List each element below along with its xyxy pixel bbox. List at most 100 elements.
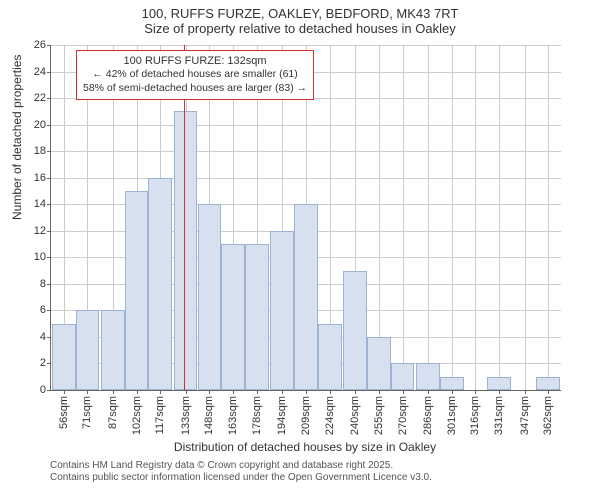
histogram-bar	[294, 204, 318, 390]
xtick-label: 87sqm	[107, 396, 119, 429]
gridline-v	[525, 45, 526, 390]
histogram-bar	[343, 271, 367, 390]
xtick-mark	[452, 390, 453, 394]
ytick-mark	[47, 310, 51, 311]
xtick-label: 102sqm	[131, 396, 143, 435]
xtick-label: 194sqm	[276, 396, 288, 435]
xtick-mark	[113, 390, 114, 394]
ytick-mark	[47, 98, 51, 99]
xtick-mark	[403, 390, 404, 394]
xtick-mark	[548, 390, 549, 394]
histogram-bar	[318, 324, 342, 390]
ytick-mark	[47, 337, 51, 338]
ytick-label: 24	[34, 66, 46, 78]
ytick-mark	[47, 204, 51, 205]
histogram-bar	[148, 178, 172, 390]
histogram-bar	[125, 191, 149, 390]
histogram-bar	[174, 111, 198, 390]
xtick-label: 148sqm	[203, 396, 215, 435]
xtick-label: 133sqm	[180, 396, 192, 435]
ytick-mark	[47, 390, 51, 391]
callout-line-2: 58% of semi-detached houses are larger (…	[83, 82, 307, 96]
callout-title: 100 RUFFS FURZE: 132sqm	[83, 54, 307, 68]
footer: Contains HM Land Registry data © Crown c…	[50, 460, 432, 484]
histogram-bar	[245, 244, 269, 390]
xtick-label: 56sqm	[58, 396, 70, 429]
ytick-label: 22	[34, 92, 46, 104]
xtick-label: 224sqm	[324, 396, 336, 435]
xtick-mark	[282, 390, 283, 394]
histogram-bar	[440, 377, 464, 390]
ytick-label: 0	[40, 384, 46, 396]
xtick-label: 178sqm	[251, 396, 263, 435]
gridline-v	[548, 45, 549, 390]
ytick-label: 18	[34, 145, 46, 157]
gridline-v	[475, 45, 476, 390]
plot-region: 0246810121416182022242656sqm71sqm87sqm10…	[50, 45, 561, 391]
xtick-mark	[355, 390, 356, 394]
ytick-mark	[47, 231, 51, 232]
ytick-label: 20	[34, 119, 46, 131]
gridline-v	[428, 45, 429, 390]
xtick-mark	[137, 390, 138, 394]
xtick-mark	[87, 390, 88, 394]
ytick-mark	[47, 151, 51, 152]
xtick-label: 209sqm	[300, 396, 312, 435]
xtick-label: 71sqm	[81, 396, 93, 429]
xtick-label: 331sqm	[493, 396, 505, 435]
xtick-label: 270sqm	[397, 396, 409, 435]
xtick-mark	[499, 390, 500, 394]
xtick-mark	[475, 390, 476, 394]
xtick-label: 163sqm	[227, 396, 239, 435]
xtick-label: 286sqm	[422, 396, 434, 435]
xtick-mark	[306, 390, 307, 394]
title-line-2: Size of property relative to detached ho…	[0, 21, 600, 36]
ytick-mark	[47, 72, 51, 73]
histogram-bar	[52, 324, 76, 390]
xtick-mark	[525, 390, 526, 394]
xtick-mark	[257, 390, 258, 394]
histogram-bar	[270, 231, 294, 390]
histogram-bar	[487, 377, 511, 390]
ytick-label: 26	[34, 39, 46, 51]
xtick-mark	[64, 390, 65, 394]
ytick-mark	[47, 125, 51, 126]
histogram-bar	[76, 310, 100, 390]
ytick-mark	[47, 363, 51, 364]
x-axis-label: Distribution of detached houses by size …	[50, 440, 560, 454]
chart-area: 0246810121416182022242656sqm71sqm87sqm10…	[50, 45, 560, 390]
xtick-label: 240sqm	[349, 396, 361, 435]
ytick-label: 12	[34, 225, 46, 237]
xtick-label: 255sqm	[373, 396, 385, 435]
xtick-label: 316sqm	[469, 396, 481, 435]
xtick-mark	[428, 390, 429, 394]
callout-box: 100 RUFFS FURZE: 132sqm← 42% of detached…	[76, 50, 314, 100]
ytick-label: 16	[34, 172, 46, 184]
xtick-label: 301sqm	[446, 396, 458, 435]
footer-line-1: Contains HM Land Registry data © Crown c…	[50, 460, 432, 472]
gridline-v	[403, 45, 404, 390]
histogram-bar	[416, 363, 440, 390]
xtick-mark	[160, 390, 161, 394]
footer-line-2: Contains public sector information licen…	[50, 472, 432, 484]
xtick-mark	[209, 390, 210, 394]
xtick-label: 117sqm	[154, 396, 166, 434]
title-block: 100, RUFFS FURZE, OAKLEY, BEDFORD, MK43 …	[0, 0, 600, 36]
y-axis-label: Number of detached properties	[10, 55, 24, 220]
ytick-mark	[47, 45, 51, 46]
ytick-label: 14	[34, 198, 46, 210]
ytick-mark	[47, 257, 51, 258]
xtick-mark	[233, 390, 234, 394]
xtick-label: 362sqm	[542, 396, 554, 435]
xtick-mark	[379, 390, 380, 394]
chart-container: 100, RUFFS FURZE, OAKLEY, BEDFORD, MK43 …	[0, 0, 600, 500]
gridline-v	[499, 45, 500, 390]
ytick-label: 4	[40, 331, 46, 343]
histogram-bar	[367, 337, 391, 390]
histogram-bar	[221, 244, 245, 390]
xtick-mark	[186, 390, 187, 394]
histogram-bar	[536, 377, 560, 390]
title-line-1: 100, RUFFS FURZE, OAKLEY, BEDFORD, MK43 …	[0, 6, 600, 21]
gridline-v	[452, 45, 453, 390]
ytick-label: 10	[34, 251, 46, 263]
